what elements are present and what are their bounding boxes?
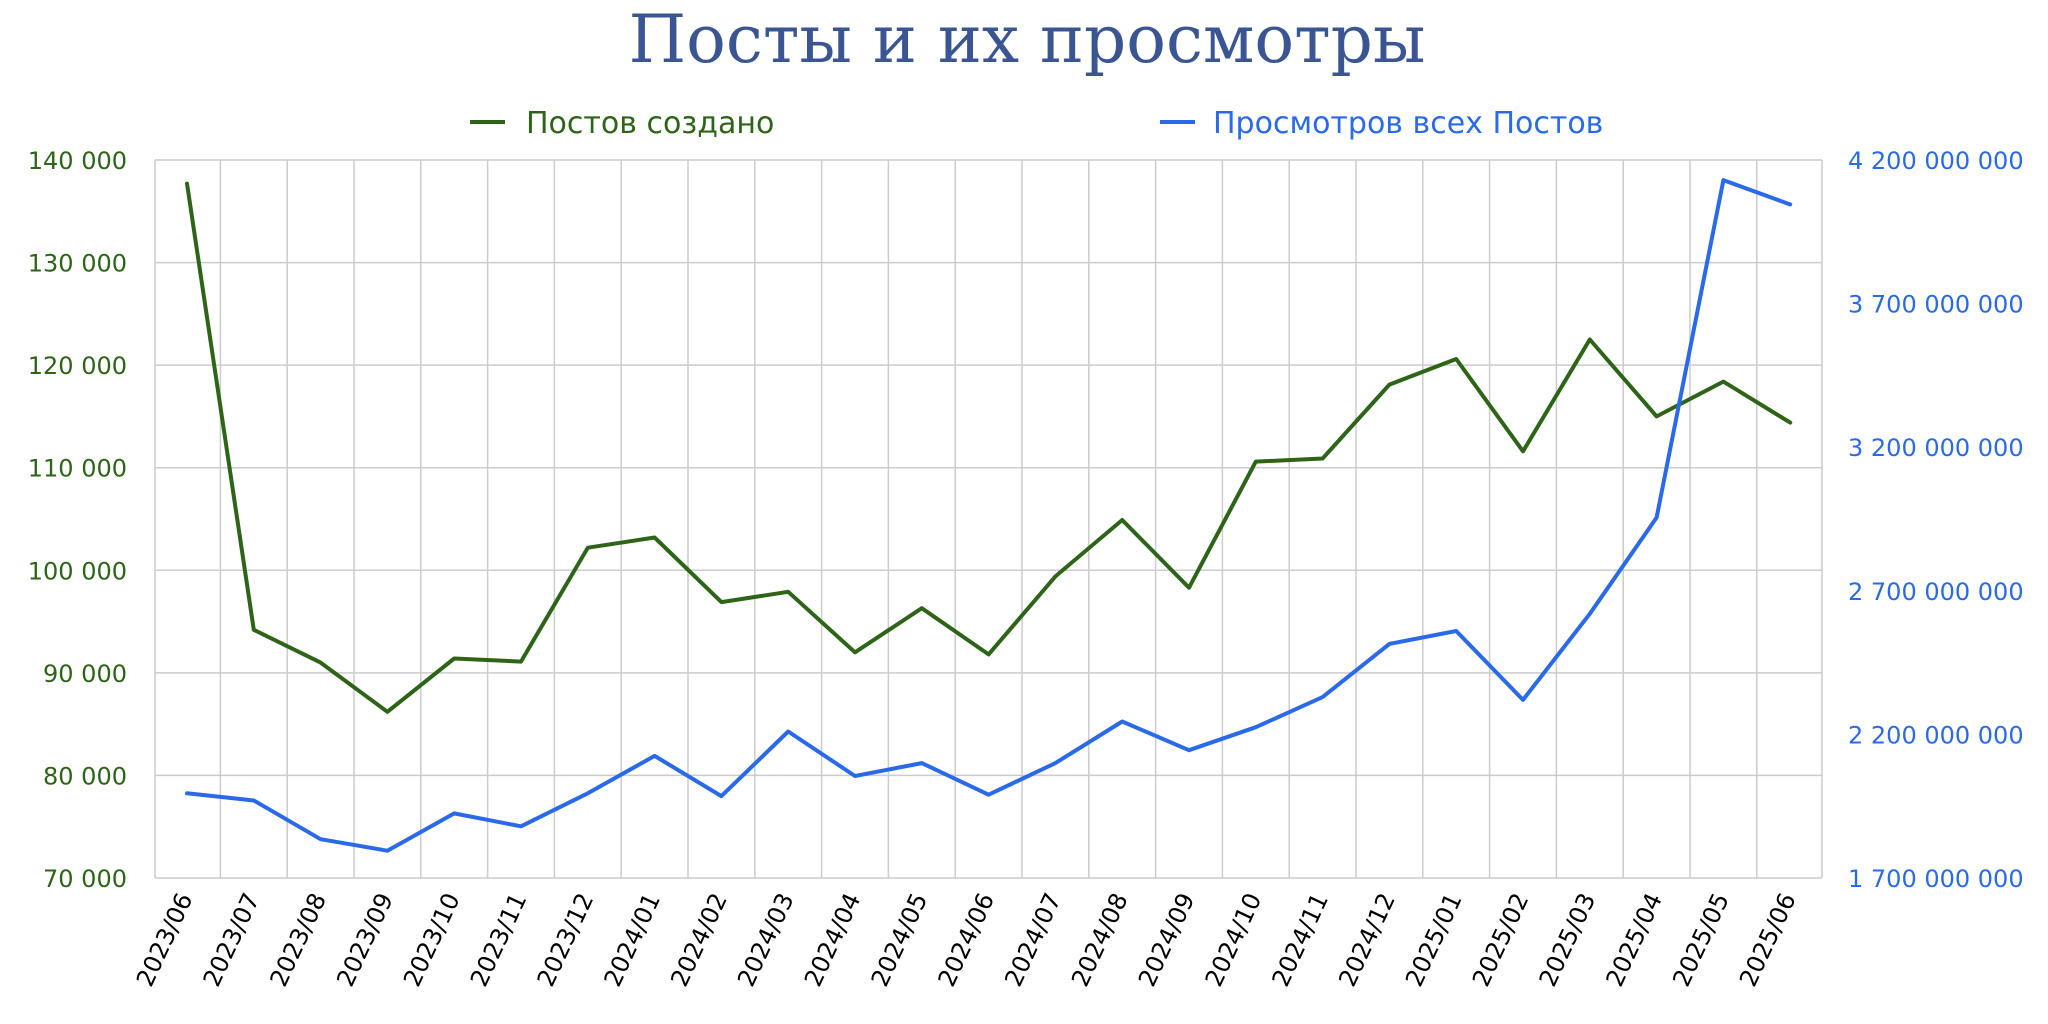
right-axis-tick-label: 2 700 000 000 [1848, 578, 2024, 606]
left-axis-tick-label: 90 000 [43, 660, 127, 688]
right-axis-tick-label: 1 700 000 000 [1848, 865, 2024, 893]
x-axis-tick-label: 2024/05 [866, 889, 934, 991]
x-axis-tick-label: 2025/06 [1734, 889, 1802, 991]
grid [154, 159, 1823, 879]
series-line-views [185, 178, 1793, 853]
x-axis-tick-label: 2025/02 [1467, 889, 1535, 991]
x-axis-tick-label: 2024/11 [1267, 889, 1335, 991]
x-axis-tick-label: 2025/03 [1534, 889, 1602, 991]
x-axis-tick-label: 2025/05 [1667, 889, 1735, 991]
x-axis-tick-label: 2023/06 [131, 889, 199, 991]
x-axis-tick-label: 2023/10 [398, 889, 466, 991]
right-axis-tick-label: 2 200 000 000 [1848, 721, 2024, 749]
legend-label-posts: Постов создано [526, 106, 774, 141]
x-axis-tick-label: 2023/12 [532, 889, 600, 991]
x-axis-ticks: 2023/06 2023/07 2023/08 2023/09 2023/10 2023/… [131, 889, 1802, 991]
x-axis-tick-label: 2023/09 [331, 889, 399, 991]
left-axis-ticks: 70 000 80 000 90 000 100 000 110 000 120 000 1… [28, 147, 127, 893]
x-axis-tick-label: 2024/07 [999, 889, 1067, 991]
right-axis-tick-label: 4 200 000 000 [1848, 147, 2024, 175]
series-line-posts [185, 181, 1793, 714]
left-axis-tick-label: 70 000 [43, 865, 127, 893]
x-axis-tick-label: 2025/04 [1601, 889, 1669, 991]
right-axis-tick-label: 3 700 000 000 [1848, 291, 2024, 319]
right-axis-tick-label: 3 200 000 000 [1848, 434, 2024, 462]
x-axis-tick-label: 2024/08 [1066, 889, 1134, 991]
legend: Постов создано Просмотров всех Постов [470, 106, 1603, 141]
x-axis-tick-label: 2024/02 [665, 889, 733, 991]
chart-title: Посты и их просмотры [629, 1, 1426, 78]
x-axis-tick-label: 2024/03 [732, 889, 800, 991]
left-axis-tick-label: 120 000 [28, 352, 127, 380]
left-axis-tick-label: 140 000 [28, 147, 127, 175]
left-axis-tick-label: 110 000 [28, 455, 127, 483]
left-axis-tick-label: 80 000 [43, 762, 127, 790]
x-axis-tick-label: 2023/08 [265, 889, 333, 991]
right-axis-ticks: 1 700 000 000 2 200 000 000 2 700 000 000 3… [1848, 147, 2024, 893]
left-axis-tick-label: 130 000 [28, 250, 127, 278]
x-axis-tick-label: 2024/09 [1133, 889, 1201, 991]
x-axis-tick-label: 2023/11 [465, 889, 533, 991]
x-axis-tick-label: 2024/01 [599, 889, 667, 991]
x-axis-tick-label: 2024/12 [1333, 889, 1401, 991]
x-axis-tick-label: 2024/04 [799, 889, 867, 991]
legend-label-views: Просмотров всех Постов [1213, 106, 1603, 141]
x-axis-tick-label: 2023/07 [198, 889, 266, 991]
series-lines [185, 178, 1793, 853]
x-axis-tick-label: 2024/10 [1200, 889, 1268, 991]
x-axis-tick-label: 2025/01 [1400, 889, 1468, 991]
x-axis-tick-label: 2024/06 [933, 889, 1001, 991]
left-axis-tick-label: 100 000 [28, 557, 127, 585]
